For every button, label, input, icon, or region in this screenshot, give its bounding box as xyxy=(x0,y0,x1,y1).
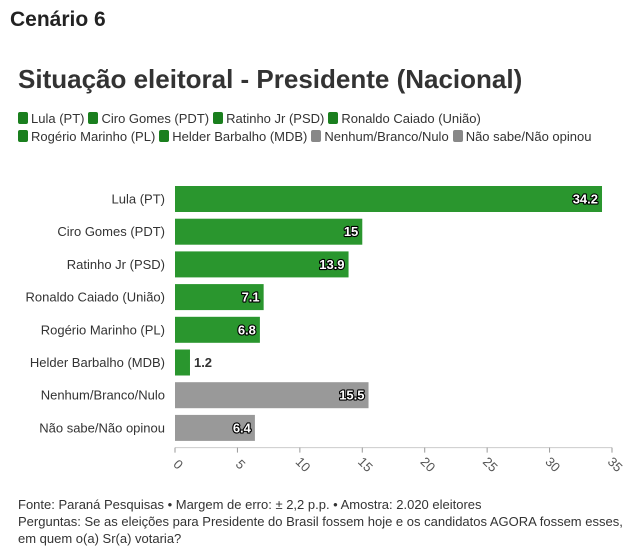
legend-label: Helder Barbalho (MDB) xyxy=(172,129,308,144)
bar xyxy=(175,349,190,376)
chart-footer: Fonte: Paraná Pesquisas • Margem de erro… xyxy=(18,496,623,547)
legend-item[interactable]: Ratinho Jr (PSD) xyxy=(213,110,324,128)
legend-swatch xyxy=(311,130,322,142)
x-tick-label: 35 xyxy=(605,454,626,475)
legend-swatch xyxy=(18,130,28,142)
value-label: 34.2 xyxy=(573,192,598,207)
legend-label: Ronaldo Caiado (União) xyxy=(341,111,481,126)
legend-item[interactable]: Lula (PT) xyxy=(18,110,84,128)
category-label: Ciro Gomes (PDT) xyxy=(57,224,165,239)
x-tick-label: 10 xyxy=(293,454,314,475)
legend-item[interactable]: Ciro Gomes (PDT) xyxy=(88,110,209,128)
x-tick-label: 20 xyxy=(417,454,438,475)
value-label: 6.4 xyxy=(233,420,252,435)
legend-swatch xyxy=(18,112,28,124)
bar xyxy=(175,316,260,343)
scenario-heading: Cenário 6 xyxy=(10,8,106,31)
question-note: Perguntas: Se as eleições para President… xyxy=(18,514,623,546)
source-note: Fonte: Paraná Pesquisas • Margem de erro… xyxy=(18,497,482,512)
value-label: 6.8 xyxy=(238,322,256,337)
legend-label: Ratinho Jr (PSD) xyxy=(226,111,325,126)
category-label: Helder Barbalho (MDB) xyxy=(30,355,165,370)
legend-label: Ciro Gomes (PDT) xyxy=(101,111,210,126)
x-tick-label: 0 xyxy=(170,457,186,473)
category-label: Ratinho Jr (PSD) xyxy=(67,257,165,272)
x-tick-label: 30 xyxy=(542,454,563,475)
chart-legend: Lula (PT) Ciro Gomes (PDT) Ratinho Jr (PSD… xyxy=(18,110,618,146)
legend-label: Lula (PT) xyxy=(31,111,85,126)
legend-item[interactable]: Helder Barbalho (MDB) xyxy=(159,128,307,146)
legend-item[interactable]: Não sabe/Não opinou xyxy=(452,128,592,146)
bar xyxy=(175,251,349,278)
value-label: 7.1 xyxy=(242,290,260,305)
category-label: Lula (PT) xyxy=(112,192,165,207)
legend-label: Não sabe/Não opinou xyxy=(465,129,592,144)
bar-chart: Lula (PT) 34.2 Ciro Gomes (PDT) 15 Ratinho J… xyxy=(26,186,626,475)
legend-item[interactable]: Ronaldo Caiado (União) xyxy=(328,110,481,128)
legend-label: Rogério Marinho (PL) xyxy=(31,129,156,144)
bar xyxy=(175,284,264,311)
category-label: Nenhum/Branco/Nulo xyxy=(41,388,165,403)
x-tick-label: 25 xyxy=(480,454,501,475)
legend-swatch xyxy=(88,112,99,124)
chart-title: Situação eleitoral - Presidente (Naciona… xyxy=(18,64,523,94)
category-label: Não sabe/Não opinou xyxy=(39,420,165,435)
legend-item[interactable]: Nenhum/Branco/Nulo xyxy=(311,128,449,146)
bar xyxy=(175,414,255,441)
legend-swatch xyxy=(159,130,170,142)
value-label: 15 xyxy=(344,224,358,239)
legend-swatch xyxy=(213,112,224,124)
x-tick-label: 5 xyxy=(233,457,249,473)
category-label: Rogério Marinho (PL) xyxy=(41,322,165,337)
legend-label: Nenhum/Branco/Nulo xyxy=(324,129,449,144)
legend-item[interactable]: Rogério Marinho (PL) xyxy=(18,128,155,146)
value-label: 13.9 xyxy=(319,257,344,272)
legend-swatch xyxy=(452,130,463,142)
bar xyxy=(175,382,369,409)
legend-swatch xyxy=(328,112,339,124)
value-label: 15.5 xyxy=(339,388,364,403)
bar xyxy=(175,186,603,212)
value-label: 1.2 xyxy=(194,355,212,370)
category-label: Ronaldo Caiado (União) xyxy=(26,290,165,305)
bar xyxy=(175,218,363,245)
x-tick-label: 15 xyxy=(355,454,376,475)
